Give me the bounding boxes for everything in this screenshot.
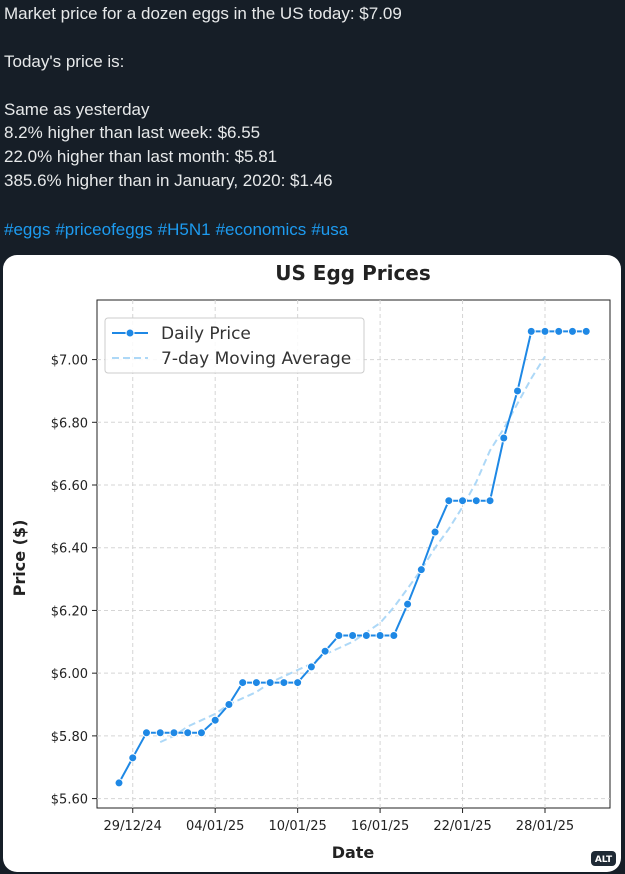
point: [196, 728, 206, 738]
point: [128, 753, 138, 763]
hashtag[interactable]: #economics: [216, 220, 307, 239]
point: [320, 646, 330, 656]
post-line: Today's price is:: [4, 52, 124, 71]
point: [265, 678, 275, 688]
point: [416, 565, 426, 575]
point: [499, 433, 509, 443]
y-tick-label: $6.20: [51, 604, 88, 619]
point: [306, 662, 316, 672]
y-tick-label: $5.60: [51, 793, 88, 808]
point: [361, 631, 371, 641]
point: [279, 678, 289, 688]
point: [581, 326, 591, 336]
point: [334, 631, 344, 641]
legend-label: Daily Price: [161, 324, 251, 344]
y-tick-label: $6.00: [51, 667, 88, 682]
point: [114, 778, 124, 788]
post-line: 8.2% higher than last week: $6.55: [4, 123, 260, 142]
point: [554, 326, 564, 336]
post-line: Market price for a dozen eggs in the US …: [4, 4, 402, 23]
x-tick-label: 04/01/25: [186, 819, 244, 834]
point: [567, 326, 577, 336]
x-axis-label: Date: [332, 843, 375, 862]
series-line: [159, 355, 546, 744]
point: [238, 678, 248, 688]
hashtag[interactable]: #usa: [311, 220, 348, 239]
point: [293, 678, 303, 688]
post-line: 385.6% higher than in January, 2020: $1.…: [4, 171, 333, 190]
y-tick-label: $5.80: [51, 730, 88, 745]
y-axis-label: Price ($): [10, 520, 29, 597]
y-tick-label: $7.00: [51, 354, 88, 369]
x-tick-label: 10/01/25: [268, 819, 326, 834]
alt-badge[interactable]: [591, 851, 616, 866]
x-tick-label: 16/01/25: [351, 819, 409, 834]
y-tick-label: $6.60: [51, 479, 88, 494]
hashtag[interactable]: #eggs: [4, 220, 50, 239]
point: [471, 496, 481, 506]
point: [224, 700, 234, 710]
point: [141, 728, 151, 738]
point: [485, 496, 495, 506]
x-tick-label: 29/12/24: [104, 819, 162, 834]
point: [526, 326, 536, 336]
point: [169, 728, 179, 738]
point: [375, 631, 385, 641]
point: [430, 527, 440, 537]
post-line: Same as yesterday: [4, 100, 150, 119]
point: [540, 326, 550, 336]
point: [155, 728, 165, 738]
legend-label: 7-day Moving Average: [161, 349, 351, 369]
point: [210, 715, 220, 725]
x-tick-label: 28/01/25: [516, 819, 574, 834]
hashtag[interactable]: #H5N1: [158, 220, 211, 239]
y-tick-label: $6.40: [51, 542, 88, 557]
plot-frame: [96, 299, 611, 809]
point: [403, 599, 413, 609]
chart-title: US Egg Prices: [275, 261, 431, 285]
post-line: 22.0% higher than last month: $5.81: [4, 147, 277, 166]
legend-box: [104, 317, 365, 374]
chart-card: [3, 255, 621, 872]
hashtag[interactable]: #priceofeggs: [55, 220, 152, 239]
point: [348, 631, 358, 641]
point: [251, 678, 261, 688]
point: [444, 496, 454, 506]
point: [389, 631, 399, 641]
legend-marker: [125, 328, 135, 338]
point: [183, 728, 193, 738]
y-tick-label: $6.80: [51, 416, 88, 431]
x-tick-label: 22/01/25: [433, 819, 491, 834]
alt-badge-text[interactable]: ALT: [595, 855, 613, 865]
point: [458, 496, 468, 506]
point: [513, 386, 523, 396]
